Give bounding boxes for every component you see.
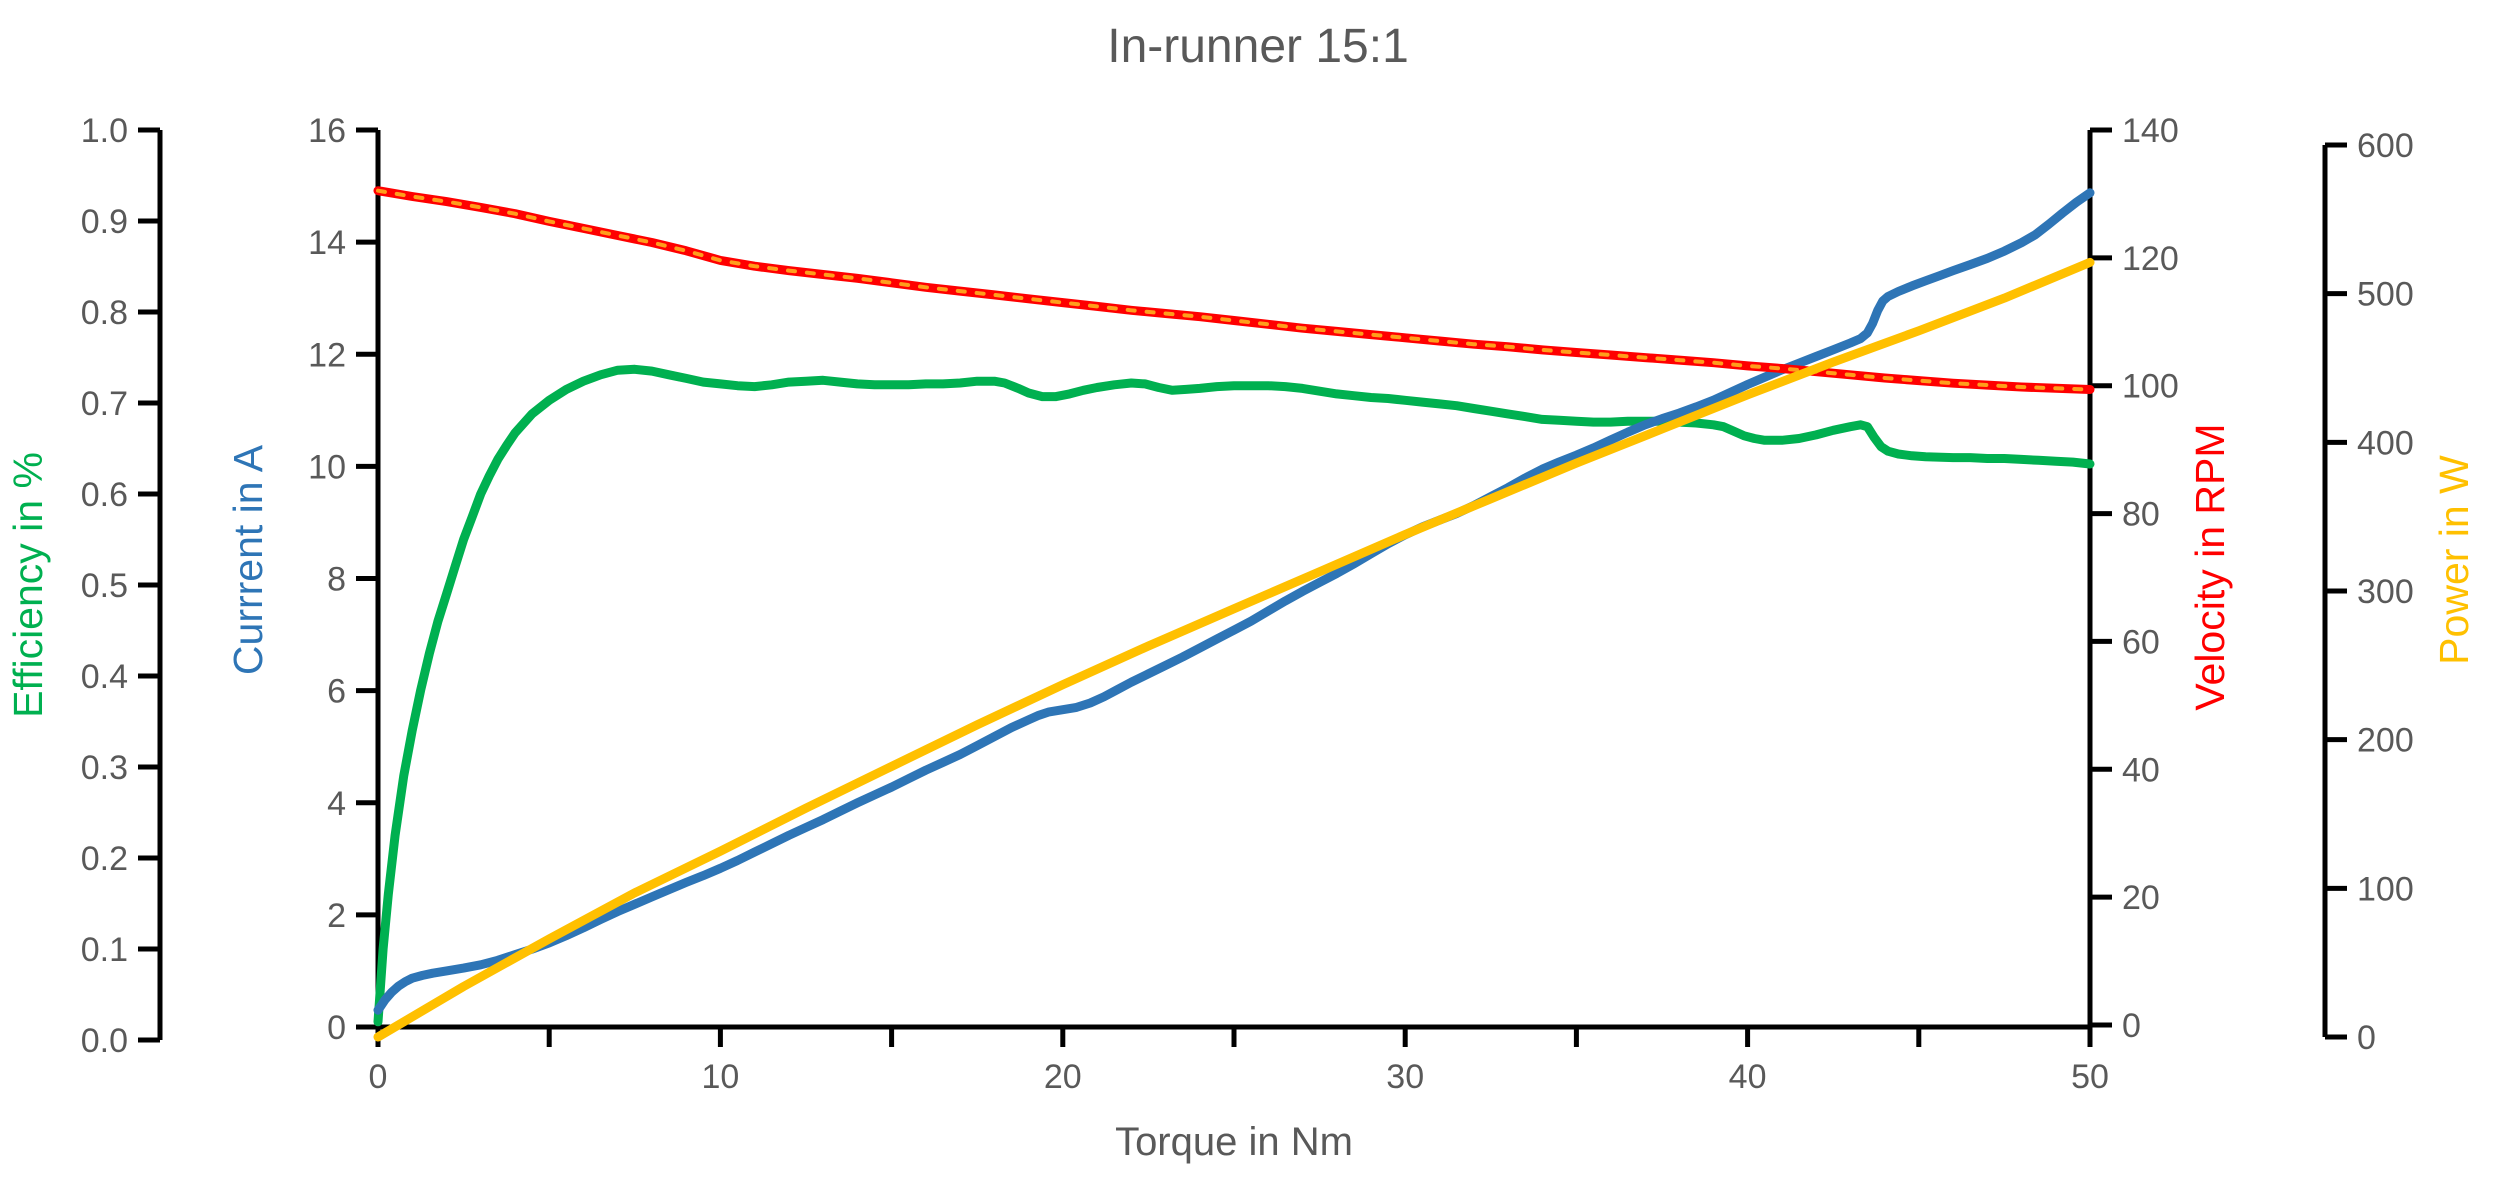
efficiency-axis-tick-label: 0.4: [81, 658, 128, 696]
efficiency-axis-tick-label: 0.9: [81, 203, 128, 241]
velocity-axis-tick-label: 140: [2122, 112, 2179, 150]
current-axis-tick-label: 8: [327, 561, 346, 599]
velocity-axis-title: Velocity in RPM: [2187, 423, 2233, 710]
current-axis-tick-label: 6: [327, 673, 346, 711]
chart-title: In-runner 15:1: [1107, 20, 1409, 73]
efficiency-axis-tick-label: 0.7: [81, 385, 128, 423]
velocity-curve-dot-overlay: [376, 188, 2092, 392]
velocity-axis-tick-label: 100: [2122, 368, 2179, 406]
x-axis-tick-label: 40: [1729, 1058, 1767, 1096]
power-axis-tick-label: 400: [2357, 424, 2414, 462]
efficiency-axis-title: Efficiency in %: [5, 452, 51, 718]
x-axis-title: Torque in Nm: [1115, 1120, 1353, 1164]
efficiency-axis-tick-label: 0.6: [81, 476, 128, 514]
velocity-axis-tick-label: 60: [2122, 623, 2160, 661]
velocity-axis-tick-label: 0: [2122, 1007, 2141, 1045]
efficiency-axis-tick-label: 0.0: [81, 1022, 128, 1060]
x-axis-tick-label: 0: [369, 1058, 388, 1096]
current-axis-tick-label: 4: [327, 785, 346, 823]
power-axis-title: Power in W: [2431, 455, 2477, 665]
power-axis-tick-label: 100: [2357, 870, 2414, 908]
current-axis-tick-label: 12: [308, 336, 346, 374]
x-axis-tick-label: 10: [701, 1058, 739, 1096]
current-curve: [373, 188, 2095, 1015]
series-group: [373, 186, 2095, 1042]
power-curve: [373, 257, 2095, 1042]
velocity-axis-tick-label: 120: [2122, 240, 2179, 278]
velocity-axis-tick-label: 40: [2122, 751, 2160, 789]
power-axis-tick-label: 600: [2357, 127, 2414, 165]
current-axis-tick-label: 10: [308, 448, 346, 486]
axes-group: 0.0 0.1 0.2 0.3 0.4 0.5 0.6 0.7 0.8 0.9 1.0 0 2 4 6 8 10…: [81, 112, 2414, 1096]
efficiency-axis-tick-label: 0.5: [81, 567, 128, 605]
current-axis-tick-label: 16: [308, 112, 346, 150]
x-axis-tick-label: 30: [1386, 1058, 1424, 1096]
efficiency-curve: [373, 364, 2095, 1027]
power-axis-tick-label: 500: [2357, 276, 2414, 314]
x-axis-tick-label: 50: [2071, 1058, 2109, 1096]
power-axis-tick-label: 0: [2357, 1019, 2376, 1057]
efficiency-axis-tick-label: 0.8: [81, 294, 128, 332]
velocity-axis-tick-label: 80: [2122, 496, 2160, 534]
current-axis-title: Currrent in A: [225, 444, 271, 675]
power-axis-tick-label: 300: [2357, 573, 2414, 611]
efficiency-axis-tick-label: 0.2: [81, 840, 128, 878]
current-axis-tick-label: 0: [327, 1009, 346, 1047]
velocity-axis-tick-label: 20: [2122, 879, 2160, 917]
x-axis-tick-label: 20: [1044, 1058, 1082, 1096]
current-axis-tick-label: 14: [308, 224, 346, 262]
current-axis-tick-label: 2: [327, 897, 346, 935]
power-axis-tick-label: 200: [2357, 722, 2414, 760]
efficiency-axis-tick-label: 0.1: [81, 931, 128, 969]
efficiency-axis-tick-label: 1.0: [81, 112, 128, 150]
efficiency-axis-tick-label: 0.3: [81, 749, 128, 787]
